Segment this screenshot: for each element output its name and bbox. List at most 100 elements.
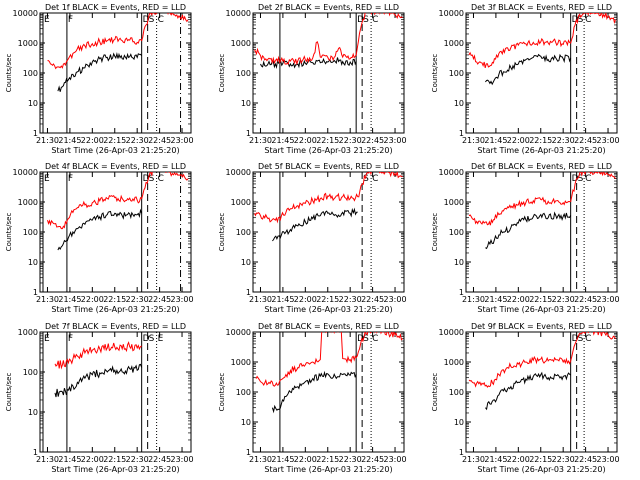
y-tick-label: 1000 bbox=[231, 358, 251, 367]
panel-det-4f: Det 4f BLACK = Events, RED = LLD 1 10 100 10… bbox=[5, 162, 194, 314]
series-line-events bbox=[485, 371, 571, 411]
y-tick-label: 1 bbox=[33, 288, 38, 297]
marker-label: D bbox=[572, 15, 579, 25]
y-tick-label: 1000 bbox=[444, 39, 464, 48]
x-tick-label: 22:45 bbox=[361, 136, 384, 145]
marker-label: S bbox=[578, 334, 584, 344]
y-tick-label: 1 bbox=[33, 129, 38, 138]
x-tick-label: 22:00 bbox=[294, 136, 317, 145]
series-line-events bbox=[271, 370, 357, 414]
x-tick-label: 21:45 bbox=[484, 455, 507, 464]
x-tick-label: 22:00 bbox=[294, 295, 317, 304]
series-line-events bbox=[57, 208, 143, 251]
y-tick-label: 10 bbox=[241, 258, 251, 267]
x-tick-label: 21:30 bbox=[249, 295, 272, 304]
y-tick-label: 10 bbox=[241, 99, 251, 108]
series-line-events bbox=[57, 52, 143, 92]
x-tick-label: 22:15 bbox=[316, 136, 339, 145]
x-tick-label: 22:30 bbox=[552, 295, 575, 304]
x-tick-label: 22:45 bbox=[574, 136, 597, 145]
y-tick-label: 1 bbox=[246, 129, 251, 138]
y-tick-label: 10 bbox=[454, 418, 464, 427]
panel-det-1f: Det 1f BLACK = Events, RED = LLD 1 10 100 10… bbox=[5, 3, 194, 155]
series-line-lld bbox=[254, 172, 403, 224]
y-tick-label: 10 bbox=[454, 258, 464, 267]
x-tick-label: 22:45 bbox=[574, 455, 597, 464]
y-tick-label: 1000 bbox=[444, 358, 464, 367]
x-tick-label: 21:30 bbox=[36, 295, 59, 304]
x-axis-label: Start Time (26-Apr-03 21:25:20) bbox=[477, 146, 605, 155]
x-tick-label: 22:00 bbox=[507, 295, 530, 304]
x-tick-label: 22:30 bbox=[339, 136, 362, 145]
x-tick-label: 22:15 bbox=[529, 455, 552, 464]
x-tick-label: 23:00 bbox=[170, 295, 193, 304]
x-axis-label: Start Time (26-Apr-03 21:25:20) bbox=[477, 305, 605, 314]
y-tick-label: 1000 bbox=[444, 198, 464, 207]
y-tick-label: 10000 bbox=[439, 9, 464, 18]
marker-label: C bbox=[372, 334, 378, 344]
y-tick-label: 1 bbox=[246, 448, 251, 457]
series-line-lld bbox=[468, 13, 616, 69]
series-line-events bbox=[54, 363, 143, 398]
x-tick-label: 21:30 bbox=[462, 295, 485, 304]
x-tick-label: 22:30 bbox=[339, 455, 362, 464]
panel-det-5f: Det 5f BLACK = Events, RED = LLD 1 10 100 10… bbox=[218, 162, 407, 314]
panel-title: Det 9f BLACK = Events, RED = LLD bbox=[471, 322, 612, 331]
marker-label: S bbox=[149, 174, 155, 184]
y-tick-label: 10 bbox=[241, 418, 251, 427]
x-tick-label: 23:00 bbox=[383, 295, 406, 304]
y-axis-label: Counts/sec bbox=[218, 213, 226, 252]
panel-det-8f: Det 8f BLACK = Events, RED = LLD 1 10 100 10… bbox=[218, 322, 407, 474]
y-tick-label: 1 bbox=[33, 448, 38, 457]
x-tick-label: 21:30 bbox=[36, 136, 59, 145]
x-tick-label: 22:00 bbox=[507, 136, 530, 145]
x-tick-label: 21:30 bbox=[462, 136, 485, 145]
panel-det-7f: Det 7f BLACK = Events, RED = LLD 1 10 100 10… bbox=[5, 322, 194, 474]
panel-title: Det 1f BLACK = Events, RED = LLD bbox=[45, 3, 186, 12]
y-tick-label: 10000 bbox=[226, 9, 251, 18]
y-tick-label: 10000 bbox=[13, 9, 38, 18]
y-tick-label: 100 bbox=[449, 69, 464, 78]
x-tick-label: 22:45 bbox=[148, 295, 171, 304]
y-tick-label: 10 bbox=[28, 99, 38, 108]
x-tick-label: 23:00 bbox=[596, 295, 619, 304]
marker-label: S bbox=[578, 15, 584, 25]
marker-label: E bbox=[44, 174, 50, 184]
y-tick-label: 10000 bbox=[226, 168, 251, 177]
marker-label: F bbox=[68, 334, 73, 344]
panel-title: Det 6f BLACK = Events, RED = LLD bbox=[471, 162, 612, 171]
x-tick-label: 21:45 bbox=[271, 455, 294, 464]
y-tick-label: 1000 bbox=[18, 328, 38, 337]
x-tick-label: 21:45 bbox=[271, 295, 294, 304]
marker-label: F bbox=[68, 174, 73, 184]
y-tick-label: 10000 bbox=[13, 168, 38, 177]
marker-label: D bbox=[572, 334, 579, 344]
x-tick-label: 22:30 bbox=[552, 455, 575, 464]
y-axis-label: Counts/sec bbox=[431, 54, 439, 93]
panel-title: Det 2f BLACK = Events, RED = LLD bbox=[258, 3, 399, 12]
y-tick-label: 10000 bbox=[439, 328, 464, 337]
series-line-lld bbox=[468, 332, 616, 388]
y-tick-label: 100 bbox=[23, 228, 38, 237]
y-tick-label: 100 bbox=[236, 228, 251, 237]
marker-label: C bbox=[372, 174, 378, 184]
panel-det-6f: Det 6f BLACK = Events, RED = LLD 1 10 100 10… bbox=[431, 162, 620, 314]
x-tick-label: 23:00 bbox=[170, 136, 193, 145]
y-axis-label: Counts/sec bbox=[218, 54, 226, 93]
x-tick-label: 23:00 bbox=[383, 136, 406, 145]
panel-title: Det 7f BLACK = Events, RED = LLD bbox=[45, 322, 186, 331]
x-tick-label: 21:30 bbox=[249, 455, 272, 464]
y-tick-label: 100 bbox=[23, 69, 38, 78]
y-tick-label: 10000 bbox=[226, 328, 251, 337]
series-line-lld bbox=[254, 13, 403, 66]
x-tick-label: 22:15 bbox=[316, 295, 339, 304]
marker-label: S bbox=[578, 174, 584, 184]
x-axis-label: Start Time (26-Apr-03 21:25:20) bbox=[51, 305, 179, 314]
y-tick-label: 100 bbox=[449, 228, 464, 237]
x-tick-label: 21:45 bbox=[58, 136, 81, 145]
y-tick-label: 1000 bbox=[18, 39, 38, 48]
y-axis-label: Counts/sec bbox=[5, 213, 13, 252]
x-tick-label: 21:45 bbox=[271, 136, 294, 145]
x-tick-label: 22:15 bbox=[103, 136, 126, 145]
